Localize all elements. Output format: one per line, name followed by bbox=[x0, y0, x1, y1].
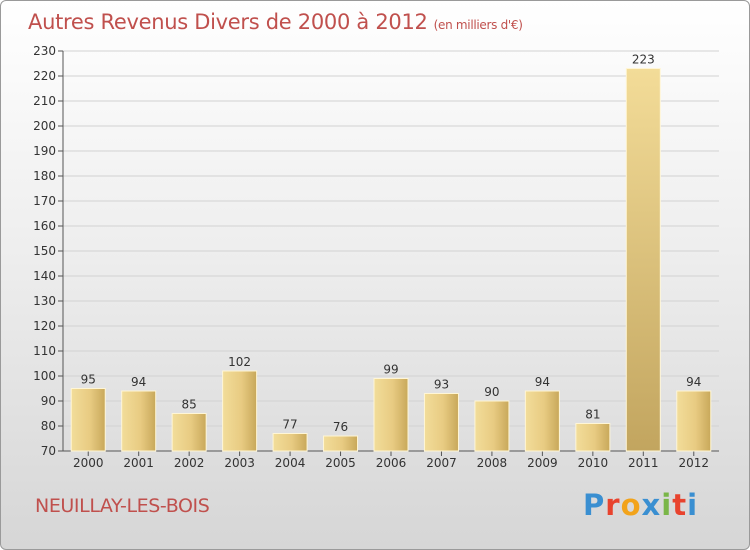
logo-letter: x bbox=[641, 488, 662, 522]
logo-letter: i bbox=[687, 488, 699, 522]
town-name: NEUILLAY-LES-BOIS bbox=[35, 495, 210, 517]
data-label-2012: 94 bbox=[686, 375, 701, 389]
y-tick-label: 190 bbox=[33, 144, 56, 158]
y-tick-label: 200 bbox=[33, 119, 56, 133]
y-tick-label: 70 bbox=[41, 444, 56, 458]
y-tick-label: 220 bbox=[33, 69, 56, 83]
data-label-2005: 76 bbox=[333, 420, 348, 434]
x-tick-label-2006: 2006 bbox=[376, 456, 407, 470]
data-label-2008: 90 bbox=[484, 385, 499, 399]
bar-2000 bbox=[70, 388, 106, 452]
data-label-2010: 81 bbox=[585, 408, 600, 422]
y-tick-label: 210 bbox=[33, 94, 56, 108]
data-label-2006: 99 bbox=[383, 363, 398, 377]
x-tick-label-2011: 2011 bbox=[628, 456, 659, 470]
logo-letter: r bbox=[605, 488, 621, 522]
y-tick-label: 80 bbox=[41, 419, 56, 433]
bar-2011 bbox=[625, 68, 661, 452]
x-tick-label-2005: 2005 bbox=[325, 456, 356, 470]
y-tick-label: 100 bbox=[33, 369, 56, 383]
data-label-2003: 102 bbox=[228, 355, 251, 369]
y-tick-label: 170 bbox=[33, 194, 56, 208]
y-tick-label: 150 bbox=[33, 244, 56, 258]
proxiti-logo[interactable]: Proxiti bbox=[583, 488, 698, 522]
data-label-2007: 93 bbox=[434, 378, 449, 392]
data-label-2009: 94 bbox=[535, 375, 550, 389]
data-label-2002: 85 bbox=[182, 398, 197, 412]
bar-2004 bbox=[272, 433, 308, 452]
x-tick-label-2007: 2007 bbox=[426, 456, 457, 470]
x-tick-label-2010: 2010 bbox=[578, 456, 609, 470]
data-label-2011: 223 bbox=[632, 53, 655, 67]
bar-2009 bbox=[524, 390, 560, 452]
x-tick-label-2001: 2001 bbox=[123, 456, 154, 470]
data-label-2001: 94 bbox=[131, 375, 146, 389]
x-tick-label-2000: 2000 bbox=[73, 456, 104, 470]
bar-2005 bbox=[323, 435, 359, 452]
bar-2001 bbox=[121, 390, 157, 452]
x-tick-label-2004: 2004 bbox=[275, 456, 306, 470]
chart-subtitle: (en milliers d'€) bbox=[433, 18, 523, 32]
bar-2002 bbox=[171, 413, 207, 452]
y-tick-label: 110 bbox=[33, 344, 56, 358]
bar-2008 bbox=[474, 400, 510, 452]
y-tick-label: 180 bbox=[33, 169, 56, 183]
y-tick-label: 160 bbox=[33, 219, 56, 233]
title-text: Autres Revenus Divers de 2000 à 2012 bbox=[28, 10, 428, 34]
bar-2010 bbox=[575, 423, 611, 452]
x-tick-label-2009: 2009 bbox=[527, 456, 558, 470]
y-tick-label: 90 bbox=[41, 394, 56, 408]
bar-2012 bbox=[676, 390, 712, 452]
data-label-2004: 77 bbox=[282, 418, 297, 432]
y-tick-label: 130 bbox=[33, 294, 56, 308]
bar-2006 bbox=[373, 378, 409, 452]
bar-2003 bbox=[222, 370, 258, 452]
data-label-2000: 95 bbox=[81, 373, 96, 387]
x-tick-label-2002: 2002 bbox=[174, 456, 205, 470]
chart-title: Autres Revenus Divers de 2000 à 2012 (en … bbox=[28, 10, 523, 34]
x-tick-label-2012: 2012 bbox=[678, 456, 709, 470]
x-tick-label-2008: 2008 bbox=[477, 456, 508, 470]
y-tick-label: 140 bbox=[33, 269, 56, 283]
y-tick-label: 120 bbox=[33, 319, 56, 333]
logo-letter: t bbox=[672, 488, 688, 522]
logo-letter: o bbox=[620, 488, 642, 522]
logo-letter: P bbox=[583, 488, 606, 522]
x-tick-label-2003: 2003 bbox=[224, 456, 255, 470]
logo-letter: i bbox=[661, 488, 673, 522]
y-tick-label: 230 bbox=[33, 44, 56, 58]
bar-2007 bbox=[423, 393, 459, 452]
